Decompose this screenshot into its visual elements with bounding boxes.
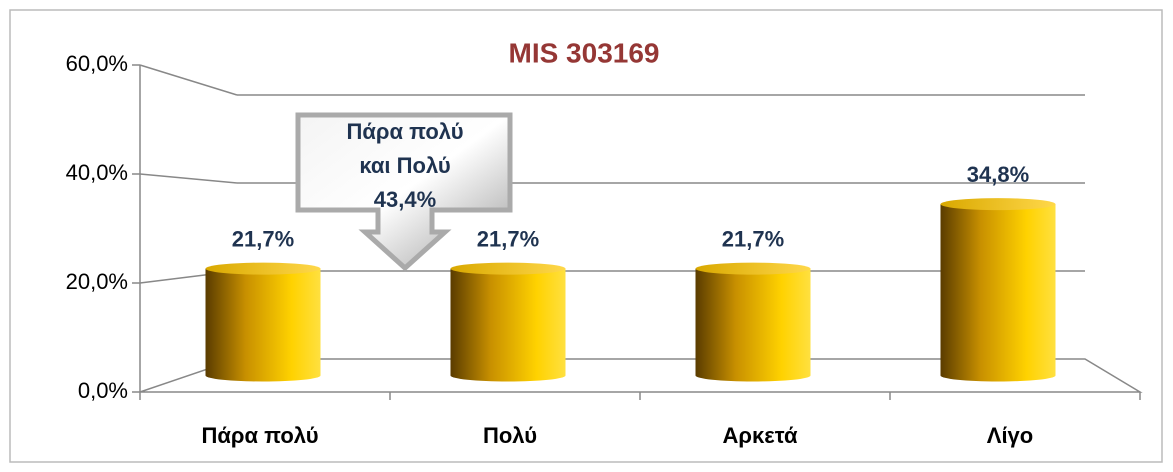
grid-line	[139, 64, 238, 96]
value-label: 21,7%	[477, 226, 539, 251]
y-tick-label: 40,0%	[66, 160, 128, 185]
y-tick-label: 20,0%	[66, 269, 128, 294]
chart-title: MIS 303169	[509, 37, 660, 68]
x-tick-label: Αρκετά	[723, 423, 798, 448]
x-tick-label: Πάρα πολύ	[201, 423, 318, 448]
bar	[450, 268, 566, 382]
bar	[205, 268, 321, 382]
callout: Πάρα πολύ και Πολύ 43,4%	[295, 112, 513, 272]
x-tick-label: Πολύ	[483, 423, 537, 448]
value-label: 21,7%	[232, 226, 294, 251]
annotation-line: Πάρα πολύ	[346, 119, 463, 144]
bar-top	[450, 262, 566, 275]
value-label: 21,7%	[722, 226, 784, 251]
y-tick-label: 0,0%	[78, 378, 128, 403]
callout-shape	[295, 112, 513, 272]
bars	[205, 198, 1056, 382]
bar-top	[940, 198, 1056, 211]
y-tick-label: 60,0%	[66, 51, 128, 76]
bar-top	[205, 262, 321, 275]
bar-top	[695, 262, 811, 275]
grid-line	[139, 173, 238, 184]
value-label: 34,8%	[967, 162, 1029, 187]
bar	[695, 268, 811, 382]
annotation-line: 43,4%	[374, 187, 436, 212]
x-tick-label: Λίγο	[987, 423, 1033, 448]
bar	[940, 204, 1056, 382]
floor	[139, 358, 1143, 393]
annotation-line: και Πολύ	[359, 153, 450, 178]
